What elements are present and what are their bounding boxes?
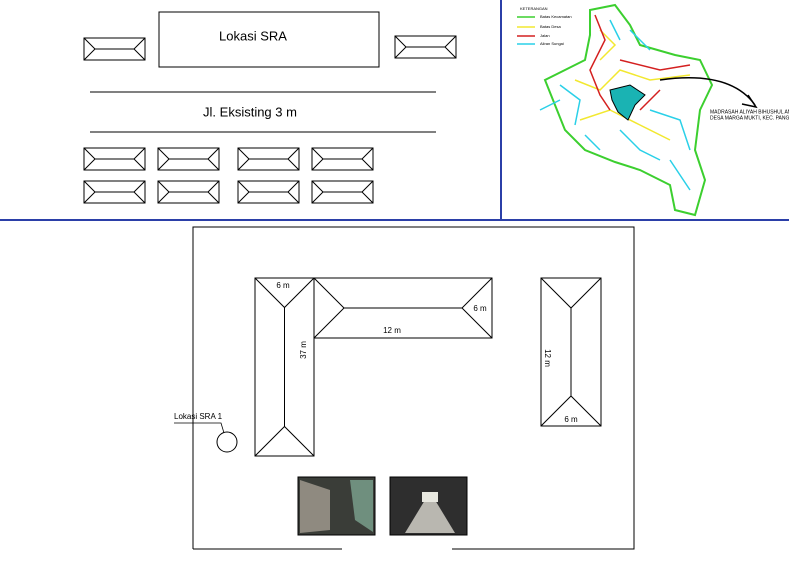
leader-line <box>174 422 225 434</box>
road-label: Jl. Eksisting 3 m <box>203 104 297 119</box>
legend-label: Batas Desa <box>540 24 561 29</box>
point-marker <box>216 431 238 453</box>
building <box>254 277 315 457</box>
building <box>311 180 374 204</box>
river <box>539 19 691 191</box>
dimension: 6 m <box>276 281 290 290</box>
annotation: DESA MARGA MUKTI, KEC. PANGALENGAN <box>710 115 789 121</box>
photo-detail <box>300 480 330 533</box>
building <box>157 180 220 204</box>
photo-detail <box>350 480 373 532</box>
site-label: Lokasi SRA <box>219 28 287 43</box>
legend-label: Batas Kecamatan <box>540 14 572 19</box>
legend-label: Jalan <box>540 33 550 38</box>
annotation: MADRASAH ALIYAH BIHUSHUL AMANAH <box>710 109 789 115</box>
photo-detail <box>422 492 438 502</box>
building <box>540 277 602 427</box>
road <box>589 14 691 111</box>
photo <box>389 476 468 536</box>
legend-title: KETERANGAN <box>520 6 548 11</box>
dimension: 12 m <box>543 349 552 367</box>
photo-detail <box>405 500 455 533</box>
building <box>83 180 146 204</box>
building <box>394 35 457 59</box>
site-boundary <box>192 226 635 550</box>
building <box>83 37 146 61</box>
arrow-head <box>741 94 758 109</box>
dimension: 37 m <box>299 341 308 359</box>
highlight-area <box>609 84 646 121</box>
dimension: 12 m <box>383 326 401 335</box>
building <box>237 147 300 171</box>
site-box <box>158 11 380 68</box>
point-label: Lokasi SRA 1 <box>174 412 223 421</box>
building <box>83 147 146 171</box>
building <box>313 277 493 339</box>
map: KETERANGAN Batas Kecamatan Batas Desa Ja… <box>517 3 789 217</box>
legend-label: Aliran Sungai <box>540 41 564 46</box>
photo <box>297 476 376 536</box>
dimension: 6 m <box>564 415 578 424</box>
building <box>237 180 300 204</box>
dimension: 6 m <box>473 304 487 313</box>
building <box>157 147 220 171</box>
arrow <box>659 77 756 106</box>
building <box>311 147 374 171</box>
